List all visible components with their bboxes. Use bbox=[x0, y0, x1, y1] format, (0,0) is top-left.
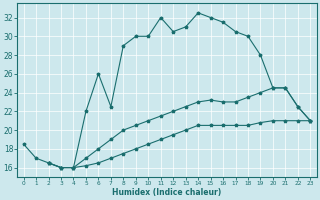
X-axis label: Humidex (Indice chaleur): Humidex (Indice chaleur) bbox=[112, 188, 221, 197]
